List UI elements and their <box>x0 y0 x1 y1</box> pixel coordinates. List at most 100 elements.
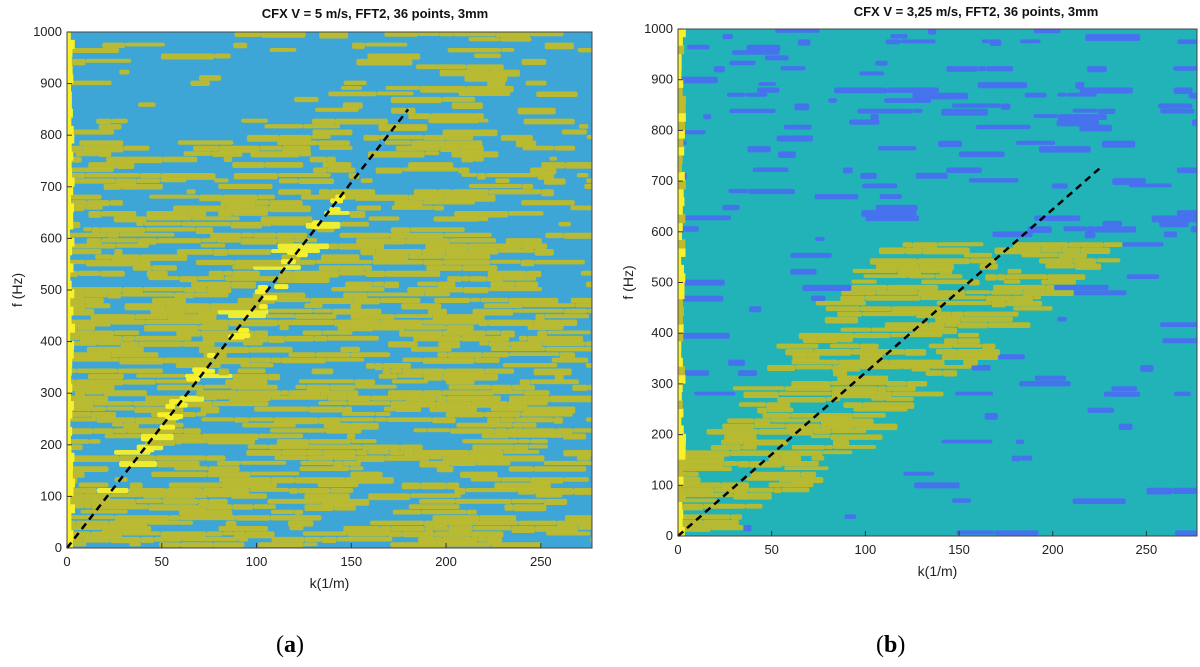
heatmap-cell <box>726 92 746 97</box>
heatmap-cell <box>363 134 380 141</box>
heatmap-cell <box>200 406 220 414</box>
heatmap-cell <box>294 314 337 319</box>
heatmap-cell <box>350 314 395 320</box>
heatmap-cell <box>278 189 312 195</box>
heatmap-cell <box>318 417 341 424</box>
heatmap-edge-cell <box>678 138 684 148</box>
heatmap-cell <box>235 515 271 521</box>
chart-title: CFX V = 5 m/s, FFT2, 36 points, 3mm <box>262 6 488 21</box>
heatmap-edge-cell <box>678 323 684 333</box>
heatmap-cell <box>1073 258 1097 264</box>
heatmap-cell <box>544 42 574 50</box>
heatmap-cell <box>119 232 175 237</box>
heatmap-cell <box>338 243 385 250</box>
heatmap-cell <box>200 243 226 248</box>
heatmap-cell <box>161 493 196 499</box>
heatmap-cell <box>113 330 140 335</box>
heatmap-cell <box>917 258 971 265</box>
heatmap-cell <box>1063 226 1087 232</box>
heatmap-cell <box>394 406 422 413</box>
heatmap-cell <box>1022 290 1074 297</box>
heatmap-cell <box>349 210 366 218</box>
heatmap-edge-cell <box>67 32 71 41</box>
heatmap-cell <box>445 248 499 255</box>
heatmap-cell <box>163 357 213 364</box>
heatmap-cell <box>135 498 163 504</box>
heatmap-cell <box>384 281 400 289</box>
heatmap-cell <box>232 162 265 168</box>
heatmap-cell <box>678 332 730 339</box>
heatmap-cell <box>729 108 776 114</box>
heatmap-cell <box>179 276 198 283</box>
heatmap-cell <box>245 531 275 539</box>
heatmap-cell <box>523 390 550 396</box>
heatmap-cell <box>1068 242 1104 248</box>
heatmap-cell <box>1079 87 1133 94</box>
heatmap-cell <box>333 504 356 511</box>
heatmap-cell <box>1158 103 1193 109</box>
heatmap-cell <box>417 281 438 287</box>
heatmap-cell <box>327 156 336 163</box>
heatmap-cell <box>219 477 272 483</box>
heatmap-cell <box>1033 29 1061 34</box>
heatmap-cell <box>121 531 161 536</box>
heatmap-edge-cell <box>678 239 686 249</box>
heatmap-cell <box>1005 274 1048 280</box>
heatmap-edge-cell <box>67 237 75 247</box>
heatmap-edge-cell <box>678 433 686 443</box>
heatmap-cell <box>545 531 591 536</box>
heatmap-cell <box>461 335 510 342</box>
heatmap-cell <box>794 103 810 111</box>
heatmap-cell <box>486 276 504 282</box>
heatmap-cell <box>745 92 768 97</box>
heatmap-cell <box>491 384 512 392</box>
heatmap-cell <box>442 330 486 336</box>
heatmap-cell <box>343 526 381 533</box>
heatmap-cell <box>750 471 801 479</box>
heatmap-cell <box>802 284 852 291</box>
heatmap-cell <box>91 411 117 418</box>
heatmap-cell <box>289 487 299 494</box>
heatmap-cell <box>912 242 938 248</box>
x-tick-label: 50 <box>155 554 169 569</box>
heatmap-cell <box>67 395 108 402</box>
heatmap-cell <box>533 368 572 376</box>
heatmap-cell <box>517 107 556 115</box>
heatmap-cell <box>389 449 404 455</box>
heatmap-cell <box>543 178 566 185</box>
x-tick-label: 150 <box>340 554 362 569</box>
heatmap-cell <box>292 270 339 278</box>
heatmap-edge-cell <box>67 91 72 101</box>
heatmap-cell <box>710 445 742 451</box>
heatmap-cell <box>1061 247 1081 253</box>
heatmap-cell <box>511 526 536 534</box>
heatmap-cell <box>500 134 533 141</box>
heatmap-cell <box>884 322 929 329</box>
heatmap-cell <box>768 482 814 488</box>
heatmap-cell <box>260 32 306 38</box>
heatmap-cell <box>198 194 223 202</box>
heatmap-edge-cell <box>67 469 73 479</box>
heatmap-cell <box>490 259 521 264</box>
heatmap-edge-cell <box>678 340 682 350</box>
x-tick-label: 150 <box>948 542 970 557</box>
heatmap-cell <box>201 319 229 326</box>
heatmap-cell <box>441 390 494 396</box>
heatmap-cell <box>445 542 492 547</box>
heatmap-cell <box>206 504 233 510</box>
heatmap-cell <box>169 515 180 521</box>
heatmap-cell <box>67 129 115 135</box>
heatmap-cell <box>288 520 314 527</box>
heatmap-cell <box>562 433 587 440</box>
heatmap-edge-cell <box>67 194 72 204</box>
heatmap-cell <box>937 242 984 247</box>
heatmap-cell <box>466 64 504 71</box>
heatmap-cell <box>517 487 536 495</box>
x-tick-label: 100 <box>855 542 877 557</box>
heatmap-cell <box>561 129 587 135</box>
heatmap-cell <box>298 178 335 185</box>
heatmap-cell <box>134 314 168 320</box>
heatmap-edge-cell <box>67 48 73 58</box>
heatmap-cell <box>280 390 289 396</box>
heatmap-cell <box>206 531 223 537</box>
